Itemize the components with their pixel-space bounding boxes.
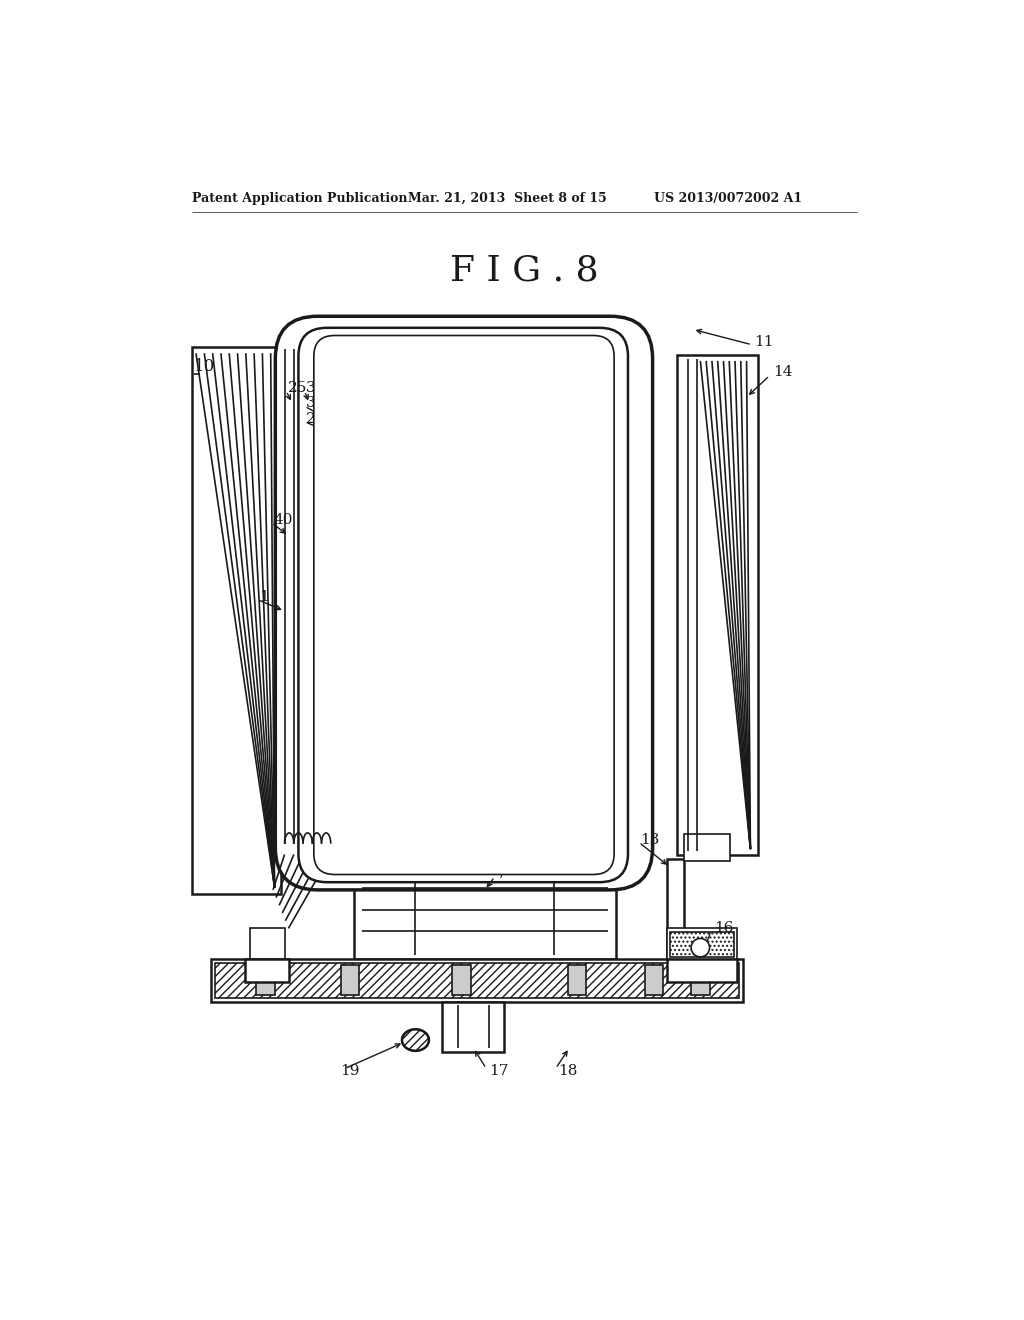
Bar (668, 859, 684, 960)
Text: 3: 3 (562, 396, 571, 411)
Bar (453, 965, 471, 995)
Bar (645, 965, 664, 995)
Text: 25: 25 (288, 381, 307, 395)
Text: 4: 4 (558, 833, 567, 847)
Bar (668, 960, 736, 982)
Text: US 2013/0072002 A1: US 2013/0072002 A1 (654, 191, 802, 205)
Ellipse shape (402, 1030, 429, 1051)
Text: 18: 18 (558, 1064, 578, 1078)
Circle shape (691, 939, 710, 957)
Text: F I G . 8: F I G . 8 (451, 253, 599, 286)
Text: 14: 14 (773, 366, 793, 379)
Bar (285, 354, 333, 840)
Text: Mar. 21, 2013  Sheet 8 of 15: Mar. 21, 2013 Sheet 8 of 15 (408, 191, 606, 205)
Bar (668, 928, 736, 960)
FancyBboxPatch shape (313, 335, 614, 874)
Text: 2: 2 (519, 379, 530, 396)
Bar (442, 1002, 504, 1052)
Text: 40: 40 (273, 513, 293, 527)
Bar (354, 851, 615, 960)
Bar (245, 960, 289, 982)
Bar (341, 965, 359, 995)
Bar (670, 932, 734, 957)
Text: 13: 13 (640, 833, 659, 847)
Text: 12: 12 (446, 379, 468, 396)
FancyBboxPatch shape (298, 327, 628, 882)
Text: 17: 17 (489, 1064, 509, 1078)
Text: 33: 33 (306, 396, 326, 411)
Bar (691, 965, 710, 995)
Text: 19: 19 (340, 1064, 359, 1078)
Text: 7: 7 (497, 867, 507, 882)
Text: 27: 27 (306, 412, 326, 425)
Bar (250, 928, 285, 960)
Text: Patent Application Publication: Patent Application Publication (193, 191, 408, 205)
Bar (684, 834, 730, 862)
Bar (568, 965, 587, 995)
Bar (211, 960, 742, 1002)
Text: 11: 11 (755, 335, 774, 348)
Text: 1: 1 (259, 590, 269, 605)
Text: 16: 16 (714, 921, 734, 936)
Bar (677, 355, 758, 855)
Bar (193, 347, 281, 894)
FancyBboxPatch shape (275, 317, 652, 890)
Bar (215, 964, 739, 998)
Text: 10: 10 (194, 358, 215, 375)
Text: 5: 5 (560, 412, 569, 425)
Text: 34: 34 (306, 381, 326, 395)
Text: 6: 6 (572, 437, 583, 450)
Bar (256, 965, 274, 995)
